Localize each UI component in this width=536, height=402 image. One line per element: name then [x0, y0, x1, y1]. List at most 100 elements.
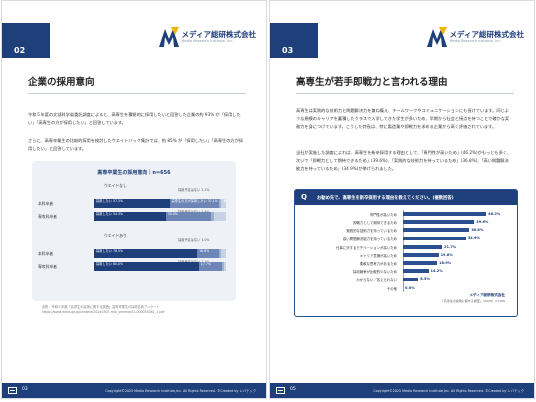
bar-segment: 16.8%: [197, 249, 220, 258]
bar-category-label: 実践的な技術力を持っているため: [346, 229, 397, 234]
chart-row-label: 専攻科卒者: [38, 264, 57, 269]
chart-annotation: 採用予定はない 2.1%: [178, 188, 210, 192]
reason-bar: [403, 236, 466, 241]
bar-segment: [210, 212, 214, 221]
bar-value-label: 36.8%: [471, 228, 484, 233]
bar-segment: [222, 262, 224, 271]
bar-segment: [213, 212, 226, 221]
question-mark-label: Q: [301, 193, 307, 201]
logo-mark-icon: [158, 27, 179, 47]
stacked-bar: 採用したい 80.0% 17.7%: [94, 262, 226, 271]
page-footer: 05 Copyright©2025 Media Research Institu…: [270, 383, 534, 398]
bar-segment: [224, 262, 226, 271]
chart-group-label: ウエイトあり: [104, 233, 127, 238]
footer-copyright: Copyright©2025 Media Research Institute,…: [373, 389, 524, 393]
bar-segment: 採用したい 80.0%: [94, 262, 199, 271]
body-paragraph-2: さらに、高専卒業生の比較的採用を検討したウエイトバック集計では、約 85% が「…: [28, 138, 243, 151]
reason-bar: [403, 220, 475, 224]
reason-bar: [403, 277, 419, 282]
chart-row-label: 本科卒者: [38, 251, 54, 256]
logo-company-name: メディア総研株式会社: [449, 30, 524, 39]
stacked-bar: 採用したい 54.3% 34.0%: [94, 212, 226, 221]
bar-value-label: 34.9%: [467, 236, 480, 241]
document-page-02: 02 メディア総研株式会社 Media Research Institute, …: [2, 1, 266, 398]
reason-bar: [403, 253, 439, 257]
bar-segment: 17.7%: [198, 262, 222, 271]
reason-bar: [403, 261, 438, 265]
bar-category-label: わからない／答えられない: [356, 278, 397, 283]
question-header: Q お勧め先で、高専生を新卒採用する理由を教えてください。(複数回答): [295, 190, 517, 205]
bar-value-label: 18.9%: [439, 260, 452, 265]
bar-segment: [221, 249, 226, 258]
company-logo: メディア総研株式会社 Media Research Institute, Inc…: [426, 25, 524, 49]
reason-bar: [403, 244, 443, 249]
footer-book-icon: [276, 387, 285, 394]
page-number: 02: [14, 46, 26, 55]
body-paragraph-1: 高専生は実践的な技術力と問題解決力を兼ね備え、チームワークやコミュニケーションに…: [296, 108, 510, 129]
bar-category-label: その他: [386, 286, 397, 291]
footer-copyright: Copyright©2025 Media Research Institute,…: [105, 389, 256, 393]
footer-page-number: 03: [22, 387, 28, 392]
bar-segment: 高専生の方が採用したい 37.1%: [169, 199, 219, 208]
bar-category-label: 柔軟な思考力があるため: [359, 261, 397, 266]
page-number-tab: 03: [270, 23, 318, 58]
logo-company-en: Media Research Institute, Inc.: [449, 38, 502, 43]
stacked-bar: 採用したい 57.3%高専生の方が採用したい 37.1%採用予定なし 無回答: [94, 199, 226, 208]
bar-category-label: 即戦力として期待できるため: [353, 220, 397, 225]
chart-group-label: ウエイトなし: [104, 183, 127, 188]
body-paragraph-2: 当社が実施した調査によれば、高専生を新卒採用する理由として、「専門性が高いため」…: [296, 150, 512, 171]
bar-category-label: キャリア意識が高いため: [359, 253, 397, 258]
chart-row-label: 本科卒者: [38, 201, 54, 206]
bar-segment: 採用したい 57.3%: [94, 199, 170, 208]
bar-value-label: 21.7%: [444, 244, 457, 249]
bar-value-label: 46.2%: [488, 211, 501, 216]
chart-title: 高専卒業生の採用意向｜n=656: [97, 170, 171, 176]
survey-question-box: Q お勧め先で、高専生を新卒採用する理由を教えてください。(複数回答) 専門性が…: [294, 189, 518, 317]
logo-mark-icon: [426, 27, 447, 47]
page-title: 企業の採用意向: [28, 77, 95, 88]
document-page-03: 03 メディア総研株式会社 Media Research Institute, …: [270, 1, 534, 398]
reason-bar: [403, 269, 429, 274]
bar-segment: 採用したい 78.5%: [94, 249, 198, 258]
company-logo: メディア総研株式会社 Media Research Institute, Inc…: [158, 25, 256, 49]
reason-bar: [403, 212, 487, 216]
bar-segment: [219, 249, 222, 258]
bar-value-label: 0.0%: [405, 285, 415, 290]
bar-category-label: 採用競争が比較的少ないため: [352, 270, 397, 275]
page-number: 03: [282, 46, 294, 55]
source-note: 出所：令和５年度「高専生の採用に関する調査」高専卒業生の採用意向アンケート ht…: [42, 305, 240, 315]
bar-category-label: 仕事に対するモチベーションが高いため: [336, 245, 397, 250]
bar-value-label: 39.6%: [476, 219, 489, 224]
chart-source-caption: 「高専生の採用に関する調査」（2025）n=106: [440, 299, 505, 303]
source-url[interactable]: https://www.mext.go.jp/content/20240307-…: [42, 310, 165, 314]
logo-company-name: メディア総研株式会社: [181, 30, 256, 39]
bar-category-label: 専門性が高いため: [369, 212, 397, 217]
source-text: 出所：令和５年度「高専生の採用に関する調査」高専卒業生の採用意向アンケート: [42, 305, 160, 309]
bar-segment: 採用したい 54.3%: [94, 212, 166, 221]
title-divider: [296, 93, 514, 94]
page-number-tab: 02: [2, 23, 50, 58]
page-footer: 03 Copyright©2025 Media Research Institu…: [2, 383, 266, 398]
question-text: お勧め先で、高専生を新卒採用する理由を教えてください。(複数回答): [317, 196, 454, 201]
chart-row-label: 専攻科卒者: [38, 214, 57, 219]
title-divider: [28, 93, 246, 94]
bar-segment: 採用予定なし: [218, 199, 222, 208]
chart-axis: [403, 210, 404, 292]
reason-bar: [403, 228, 470, 233]
logo-company-en: Media Research Institute, Inc.: [181, 38, 234, 43]
footer-page-number: 05: [290, 387, 296, 392]
chart-annotation: 採用予定はない 1.0%: [178, 238, 210, 242]
chart-source-logo: メディア総研株式会社 「高専生の採用に関する調査」（2025）n=106: [441, 293, 505, 303]
page-title: 高専生が若手即戦力と言われる理由: [296, 77, 448, 88]
bar-value-label: 8.5%: [420, 277, 431, 282]
bar-segment: 無回答: [221, 199, 226, 208]
stacked-bar: 採用したい 78.5% 16.8%: [94, 249, 226, 258]
bar-value-label: 14.2%: [430, 269, 443, 274]
footer-book-icon: [8, 387, 17, 394]
bar-category-label: 高い問題解決能力を持っているため: [342, 237, 397, 242]
body-paragraph-1: 令和５年度の文部科学省委託調査によると、高専生を積極的に採用したいと回答した企業…: [28, 112, 241, 125]
chart-source-name: メディア総研株式会社: [469, 293, 505, 297]
bar-segment: 34.0%: [165, 212, 211, 221]
bar-value-label: 19.8%: [440, 252, 453, 257]
